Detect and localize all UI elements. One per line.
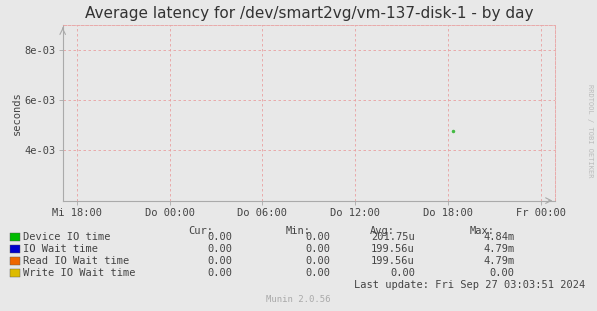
Text: RRDTOOL / TOBI OETIKER: RRDTOOL / TOBI OETIKER xyxy=(587,84,593,177)
Text: 199.56u: 199.56u xyxy=(371,256,415,266)
Text: 0.00: 0.00 xyxy=(305,244,330,254)
Text: 0.00: 0.00 xyxy=(208,256,233,266)
Text: 4.79m: 4.79m xyxy=(484,244,515,254)
Text: Avg:: Avg: xyxy=(370,226,395,236)
Text: Last update: Fri Sep 27 03:03:51 2024: Last update: Fri Sep 27 03:03:51 2024 xyxy=(354,280,585,290)
Text: 0.00: 0.00 xyxy=(390,268,415,278)
Text: Munin 2.0.56: Munin 2.0.56 xyxy=(266,295,331,304)
Text: 4.84m: 4.84m xyxy=(484,232,515,242)
Text: 0.00: 0.00 xyxy=(305,256,330,266)
Text: IO Wait time: IO Wait time xyxy=(23,244,98,254)
Text: 0.00: 0.00 xyxy=(208,232,233,242)
Title: Average latency for /dev/smart2vg/vm-137-disk-1 - by day: Average latency for /dev/smart2vg/vm-137… xyxy=(85,6,533,21)
Text: Read IO Wait time: Read IO Wait time xyxy=(23,256,129,266)
Text: 0.00: 0.00 xyxy=(208,244,233,254)
Text: 201.75u: 201.75u xyxy=(371,232,415,242)
Text: 0.00: 0.00 xyxy=(490,268,515,278)
Text: 0.00: 0.00 xyxy=(305,232,330,242)
Text: Min:: Min: xyxy=(285,226,310,236)
Text: Cur:: Cur: xyxy=(188,226,213,236)
Text: Max:: Max: xyxy=(470,226,495,236)
Y-axis label: seconds: seconds xyxy=(12,91,21,135)
Text: 199.56u: 199.56u xyxy=(371,244,415,254)
Text: 4.79m: 4.79m xyxy=(484,256,515,266)
Text: Write IO Wait time: Write IO Wait time xyxy=(23,268,136,278)
Text: 0.00: 0.00 xyxy=(208,268,233,278)
Text: 0.00: 0.00 xyxy=(305,268,330,278)
Text: Device IO time: Device IO time xyxy=(23,232,110,242)
